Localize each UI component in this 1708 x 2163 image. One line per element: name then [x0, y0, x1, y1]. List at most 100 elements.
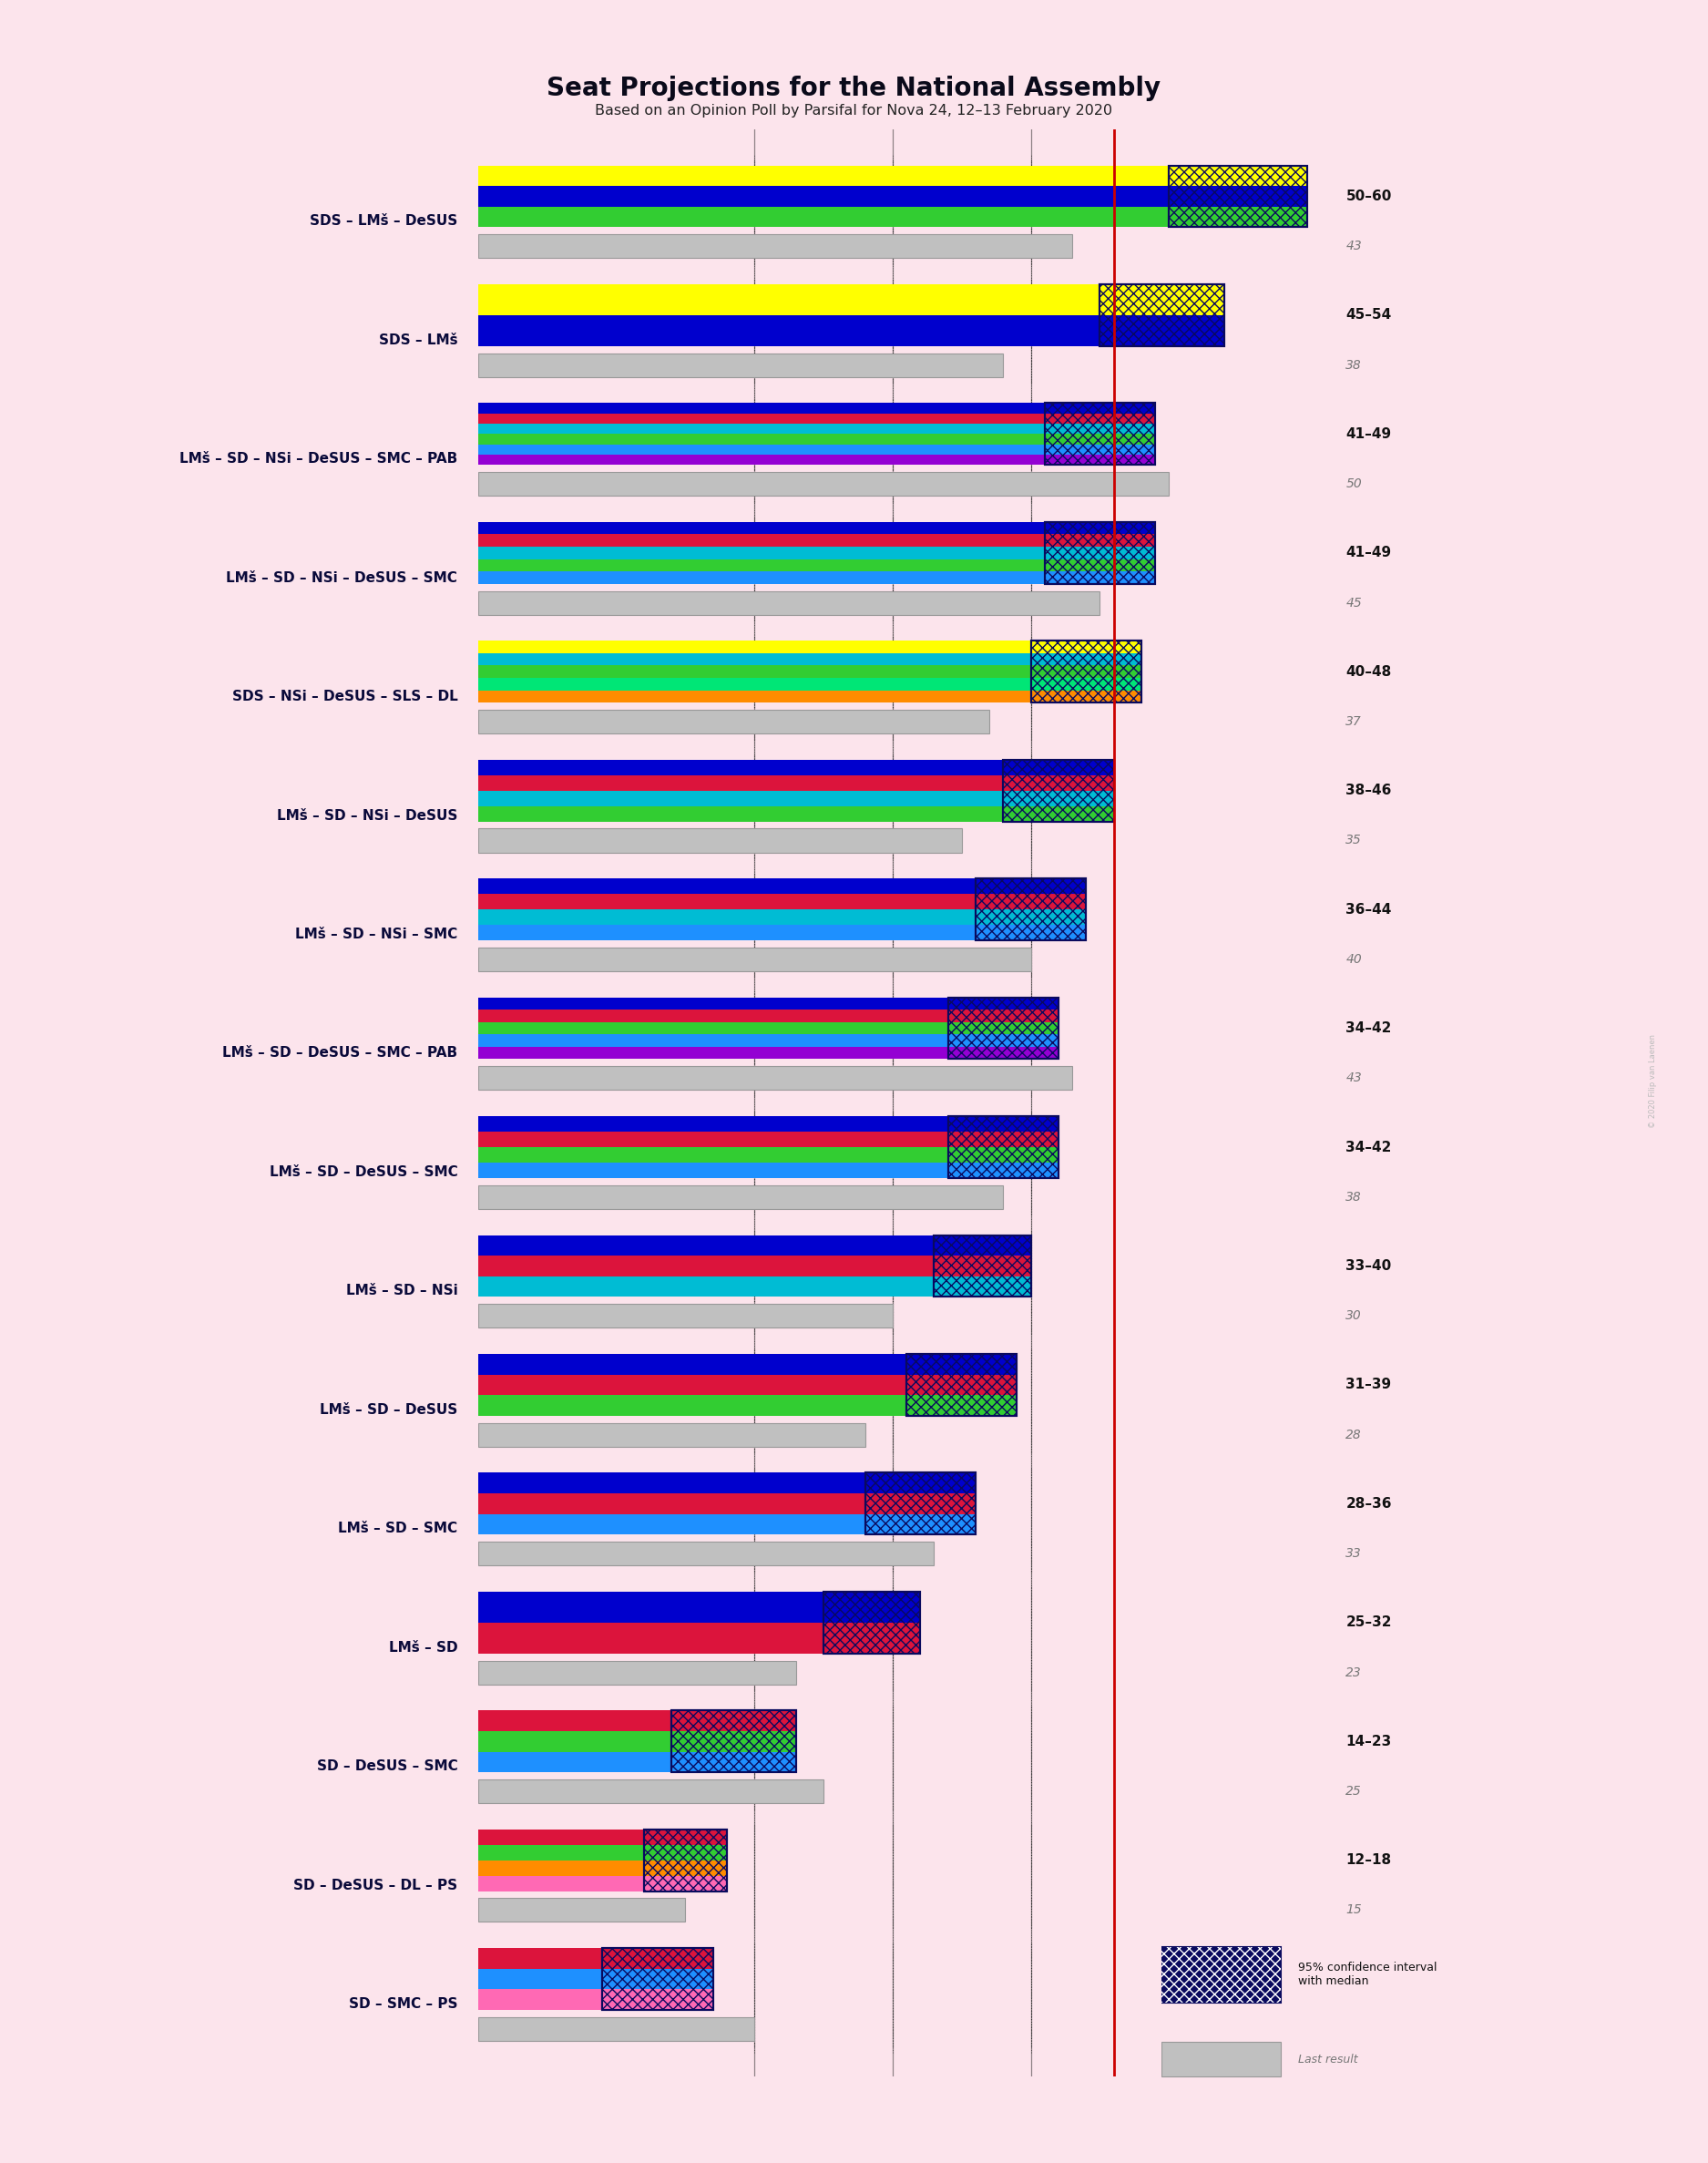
- Bar: [975, 878, 1086, 941]
- Bar: [478, 164, 1307, 186]
- Text: 28–36: 28–36: [1346, 1497, 1392, 1510]
- Bar: [478, 1423, 864, 1447]
- Bar: [478, 283, 1225, 316]
- Text: SDS – NSi – DeSUS – SLS – DL: SDS – NSi – DeSUS – SLS – DL: [232, 690, 458, 703]
- Bar: [478, 1711, 796, 1730]
- Bar: [478, 1830, 728, 1845]
- Bar: [478, 893, 1086, 908]
- Bar: [478, 1395, 1016, 1417]
- Bar: [864, 1473, 975, 1534]
- Bar: [478, 1354, 1016, 1374]
- Text: SDS – LMš: SDS – LMš: [379, 333, 458, 346]
- Bar: [478, 435, 1155, 443]
- Text: LMš – SD: LMš – SD: [389, 1640, 458, 1655]
- Bar: [1032, 640, 1141, 703]
- Bar: [1045, 521, 1155, 584]
- Text: LMš – SD – NSi: LMš – SD – NSi: [345, 1285, 458, 1298]
- Bar: [478, 402, 1155, 413]
- Bar: [478, 1661, 796, 1685]
- Text: 45: 45: [1346, 597, 1361, 610]
- Bar: [478, 640, 1141, 653]
- Text: LMš – SD – SMC: LMš – SD – SMC: [338, 1523, 458, 1536]
- Bar: [478, 1066, 1073, 1090]
- Text: 28: 28: [1346, 1428, 1361, 1441]
- Bar: [478, 666, 1141, 677]
- Text: LMš – SD – NSi – DeSUS – SMC: LMš – SD – NSi – DeSUS – SMC: [225, 571, 458, 584]
- Bar: [478, 1235, 1032, 1257]
- Text: 40–48: 40–48: [1346, 664, 1392, 679]
- Text: LMš – SD – DeSUS – SMC: LMš – SD – DeSUS – SMC: [270, 1166, 458, 1179]
- Bar: [671, 1711, 796, 1771]
- Bar: [1100, 283, 1225, 346]
- Bar: [1003, 759, 1114, 822]
- Bar: [478, 878, 1086, 893]
- Text: LMš – SD – DeSUS: LMš – SD – DeSUS: [319, 1404, 458, 1417]
- Bar: [478, 547, 1155, 558]
- Text: 45–54: 45–54: [1346, 309, 1392, 322]
- Text: Seat Projections for the National Assembly: Seat Projections for the National Assemb…: [547, 76, 1161, 102]
- Bar: [478, 1146, 1059, 1162]
- Bar: [1168, 164, 1307, 227]
- Bar: [478, 1730, 796, 1752]
- Bar: [1045, 521, 1155, 584]
- Bar: [478, 1185, 1003, 1209]
- Bar: [478, 774, 1114, 789]
- Text: 20: 20: [1346, 2022, 1361, 2035]
- Bar: [823, 1592, 921, 1653]
- Text: SD – DeSUS – SMC: SD – DeSUS – SMC: [316, 1759, 458, 1774]
- Text: SDS – LMš – DeSUS: SDS – LMš – DeSUS: [309, 214, 458, 227]
- Bar: [478, 1276, 1032, 1298]
- Text: 43: 43: [1346, 1073, 1361, 1084]
- Bar: [1161, 1947, 1281, 2003]
- Bar: [478, 653, 1141, 666]
- Text: 31–39: 31–39: [1346, 1378, 1392, 1391]
- Text: SD – SMC – PS: SD – SMC – PS: [348, 1996, 458, 2012]
- Bar: [478, 558, 1155, 571]
- Bar: [478, 186, 1307, 208]
- Bar: [478, 1304, 893, 1328]
- Text: © 2020 Filip van Laenen: © 2020 Filip van Laenen: [1648, 1034, 1657, 1129]
- Text: 36–44: 36–44: [1346, 902, 1392, 917]
- Bar: [478, 1023, 1059, 1034]
- Bar: [948, 997, 1059, 1060]
- Bar: [478, 424, 1155, 435]
- Bar: [478, 472, 1168, 495]
- Text: LMš – SD – NSi – DeSUS – SMC – PAB: LMš – SD – NSi – DeSUS – SMC – PAB: [179, 452, 458, 465]
- Bar: [478, 1592, 921, 1622]
- Text: LMš – SD – NSi – SMC: LMš – SD – NSi – SMC: [295, 928, 458, 941]
- Bar: [478, 789, 1114, 807]
- Bar: [478, 1257, 1032, 1276]
- Bar: [478, 2018, 755, 2042]
- Bar: [907, 1354, 1016, 1417]
- Bar: [478, 1899, 685, 1923]
- Bar: [1161, 1947, 1281, 2003]
- Bar: [478, 1780, 823, 1804]
- Text: 34–42: 34–42: [1346, 1140, 1392, 1153]
- Text: Based on an Opinion Poll by Parsifal for Nova 24, 12–13 February 2020: Based on an Opinion Poll by Parsifal for…: [596, 104, 1114, 117]
- Bar: [1161, 2042, 1281, 2076]
- Text: SD – DeSUS – DL – PS: SD – DeSUS – DL – PS: [294, 1877, 458, 1893]
- Bar: [478, 1514, 975, 1534]
- Bar: [478, 534, 1155, 547]
- Text: 15: 15: [1346, 1903, 1361, 1916]
- Text: 25–32: 25–32: [1346, 1616, 1392, 1629]
- Bar: [478, 590, 1100, 614]
- Bar: [478, 1949, 714, 1968]
- Bar: [1045, 402, 1155, 465]
- Text: 33–40: 33–40: [1346, 1259, 1392, 1272]
- Bar: [478, 1034, 1059, 1047]
- Bar: [1032, 640, 1141, 703]
- Bar: [478, 759, 1114, 774]
- Text: 23: 23: [1346, 1666, 1361, 1678]
- Text: 38: 38: [1346, 359, 1361, 372]
- Bar: [644, 1830, 728, 1890]
- Text: 9–17: 9–17: [1346, 1973, 1382, 1986]
- Bar: [478, 454, 1155, 465]
- Bar: [478, 908, 1086, 926]
- Text: 33: 33: [1346, 1547, 1361, 1560]
- Bar: [478, 1990, 714, 2009]
- Bar: [478, 443, 1155, 454]
- Bar: [671, 1711, 796, 1771]
- Bar: [478, 1968, 714, 1990]
- Bar: [948, 1116, 1059, 1179]
